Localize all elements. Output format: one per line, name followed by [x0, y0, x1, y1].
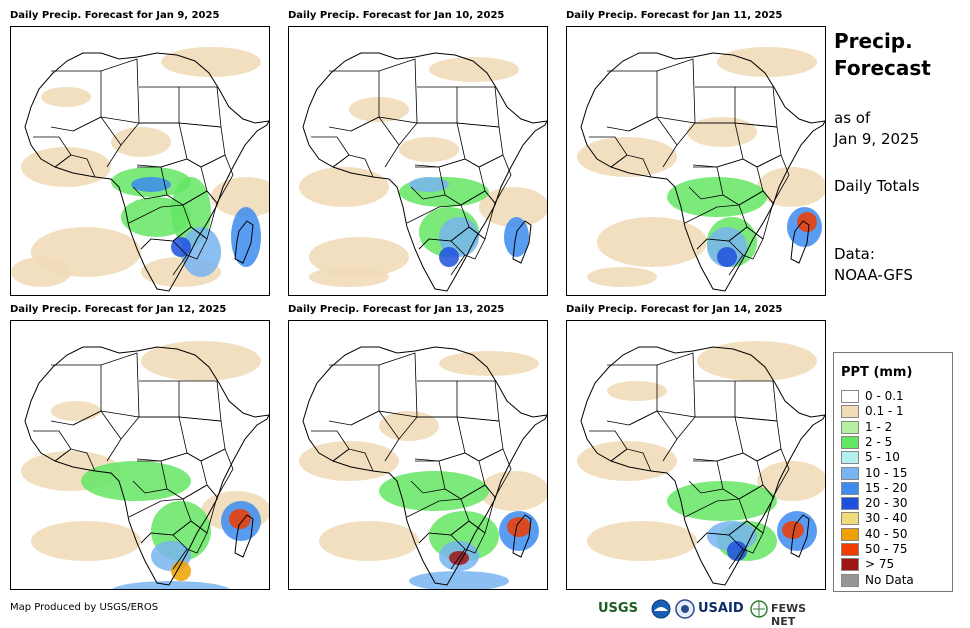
panel-title: Daily Precip. Forecast for Jan 12, 2025: [10, 304, 227, 315]
legend-swatch: [841, 466, 859, 480]
legend-swatch: [841, 543, 859, 556]
legend-item: 2 - 5: [841, 435, 892, 450]
data-source: NOAA-GFS: [834, 266, 913, 284]
legend-item: 5 - 10: [841, 450, 900, 465]
fewsnet-globe-icon: [750, 600, 768, 618]
legend-swatch: [841, 481, 859, 495]
data-label: Data:: [834, 245, 875, 263]
legend-swatch: [841, 558, 859, 572]
legend-item: 15 - 20: [841, 481, 908, 496]
legend-title: PPT (mm): [841, 365, 913, 380]
legend-item: 40 - 50: [841, 527, 908, 542]
legend-label: 0 - 0.1: [865, 389, 904, 403]
data-source-block: Data: NOAA-GFS: [834, 244, 913, 286]
precip-map: [10, 320, 270, 590]
precip-map: [566, 320, 826, 590]
legend-label: 15 - 20: [865, 480, 908, 495]
legend-item: 0 - 0.1: [841, 389, 904, 404]
legend-label: 40 - 50: [865, 526, 908, 541]
doc-seal-icon: [675, 599, 695, 619]
page-title: Precip. Forecast: [834, 28, 931, 82]
legend-item: > 75: [841, 557, 894, 572]
partner-logos: USGS USAID FEWS NET: [594, 598, 830, 628]
legend-item: 10 - 15: [841, 466, 908, 481]
legend-swatch: [841, 497, 859, 511]
legend-swatch: [841, 512, 859, 526]
panel-title: Daily Precip. Forecast for Jan 11, 2025: [566, 10, 783, 21]
legend-item: 1 - 2: [841, 420, 892, 435]
legend-swatch: [841, 573, 859, 587]
legend-swatch: [841, 390, 859, 403]
fewsnet-logo: FEWS NET: [771, 602, 807, 628]
as-of-block: as of Jan 9, 2025: [834, 108, 919, 150]
legend-label: 20 - 30: [865, 496, 908, 511]
credit-text: Map Produced by USGS/EROS: [10, 602, 159, 613]
legend-swatch: [841, 405, 859, 419]
legend-label: 2 - 5: [865, 434, 893, 449]
panel-title: Daily Precip. Forecast for Jan 14, 2025: [566, 304, 783, 315]
panel-title: Daily Precip. Forecast for Jan 10, 2025: [288, 10, 505, 21]
legend-label: 0.1 - 1: [865, 404, 904, 419]
legend-swatch: [841, 527, 859, 541]
legend-label: 1 - 2: [865, 419, 893, 434]
legend-label: 50 - 75: [865, 542, 908, 556]
legend-swatch: [841, 451, 859, 465]
legend-item: No Data: [841, 573, 914, 588]
legend-item: 20 - 30: [841, 496, 908, 511]
noaa-logo-icon: [651, 599, 671, 619]
precip-map: [10, 26, 270, 296]
legend-label: 30 - 40: [865, 511, 908, 526]
usgs-logo: USGS: [598, 601, 638, 616]
as-of-label: as of: [834, 109, 871, 127]
legend-item: 30 - 40: [841, 511, 908, 526]
panel-title: Daily Precip. Forecast for Jan 9, 2025: [10, 10, 220, 21]
title-line-1: Precip.: [834, 29, 913, 53]
legend-swatch: [841, 420, 859, 434]
title-line-2: Forecast: [834, 56, 931, 80]
legend-label: > 75: [865, 557, 895, 572]
as-of-date: Jan 9, 2025: [834, 130, 920, 148]
precip-map: [288, 26, 548, 296]
totals-label: Daily Totals: [834, 177, 920, 195]
legend-label: No Data: [865, 572, 914, 587]
precip-map: [566, 26, 826, 296]
precip-map: [288, 320, 548, 590]
usaid-logo: USAID: [698, 601, 744, 616]
legend-item: 0.1 - 1: [841, 404, 904, 419]
legend-item: 50 - 75: [841, 542, 908, 557]
legend-label: 10 - 15: [865, 465, 908, 480]
legend-swatch: [841, 435, 859, 449]
legend-label: 5 - 10: [865, 450, 900, 465]
panel-title: Daily Precip. Forecast for Jan 13, 2025: [288, 304, 505, 315]
